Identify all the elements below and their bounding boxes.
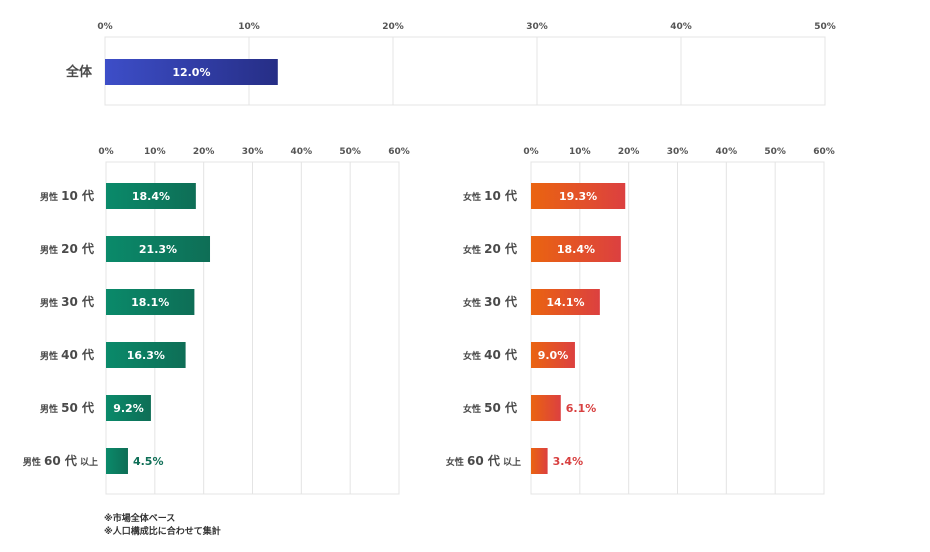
female-tick-label: 10% [569,147,591,157]
female-tick-label: 20% [618,147,640,157]
male-tick-label: 60% [388,147,410,157]
male-bar [106,289,195,315]
male-value-label: 4.5% [133,455,164,468]
female-bar [531,342,575,368]
overall-tick-label: 50% [814,22,836,32]
overall-tick-label: 30% [526,22,548,32]
male-bar [106,236,211,262]
female-category-label: 女性 10 代 [463,188,517,203]
male-value-label: 9.2% [113,402,144,415]
male-tick-label: 30% [242,147,264,157]
overall-tick-label: 10% [238,22,260,32]
female-category-label: 女性 60 代 以上 [446,453,521,468]
male-category-label: 男性 20 代 [40,241,94,256]
male-tick-label: 50% [339,147,361,157]
overall-tick-label: 40% [670,22,692,32]
female-bar [531,183,626,209]
female-value-label: 14.1% [546,296,584,309]
male-tick-label: 40% [291,147,313,157]
female-tick-label: 30% [667,147,689,157]
male-tick-label: 0% [98,147,113,157]
female-category-label: 女性 20 代 [463,241,517,256]
male-category-label: 男性 60 代 以上 [23,453,98,468]
female-bar [531,448,548,474]
female-tick-label: 0% [523,147,538,157]
female-tick-label: 50% [764,147,786,157]
overall-tick-label: 0% [97,22,112,32]
female-tick-label: 40% [716,147,738,157]
footnote-population-ratio: ※人口構成比に合わせて集計 [104,527,221,537]
female-value-label: 6.1% [566,402,597,415]
male-category-label: 男性 40 代 [40,347,94,362]
male-value-label: 16.3% [127,349,165,362]
female-bar [531,395,561,421]
male-category-label: 男性 10 代 [40,188,94,203]
female-bar [531,289,600,315]
female-value-label: 19.3% [559,190,597,203]
female-category-label: 女性 50 代 [463,400,517,415]
overall-category-label: 全体 [65,64,93,80]
female-value-label: 18.4% [557,243,595,256]
male-value-label: 18.4% [132,190,170,203]
male-tick-label: 20% [193,147,215,157]
male-bar [106,448,128,474]
female-tick-label: 60% [813,147,835,157]
female-bar [531,236,621,262]
male-tick-label: 10% [144,147,166,157]
female-category-label: 女性 40 代 [463,347,517,362]
overall-tick-label: 20% [382,22,404,32]
male-bar [106,342,186,368]
female-category-label: 女性 30 代 [463,294,517,309]
male-category-label: 男性 30 代 [40,294,94,309]
male-value-label: 18.1% [131,296,169,309]
male-category-label: 男性 50 代 [40,400,94,415]
female-value-label: 9.0% [538,349,569,362]
female-value-label: 3.4% [553,455,584,468]
overall-bar [105,59,278,85]
male-value-label: 21.3% [139,243,177,256]
footnotes: ※市場全体ベース ※人口構成比に合わせて集計 [104,513,221,539]
male-bar [106,183,196,209]
footnote-market-base: ※市場全体ベース [104,514,176,524]
overall-value-label: 12.0% [172,66,210,79]
male-bar [106,395,151,421]
